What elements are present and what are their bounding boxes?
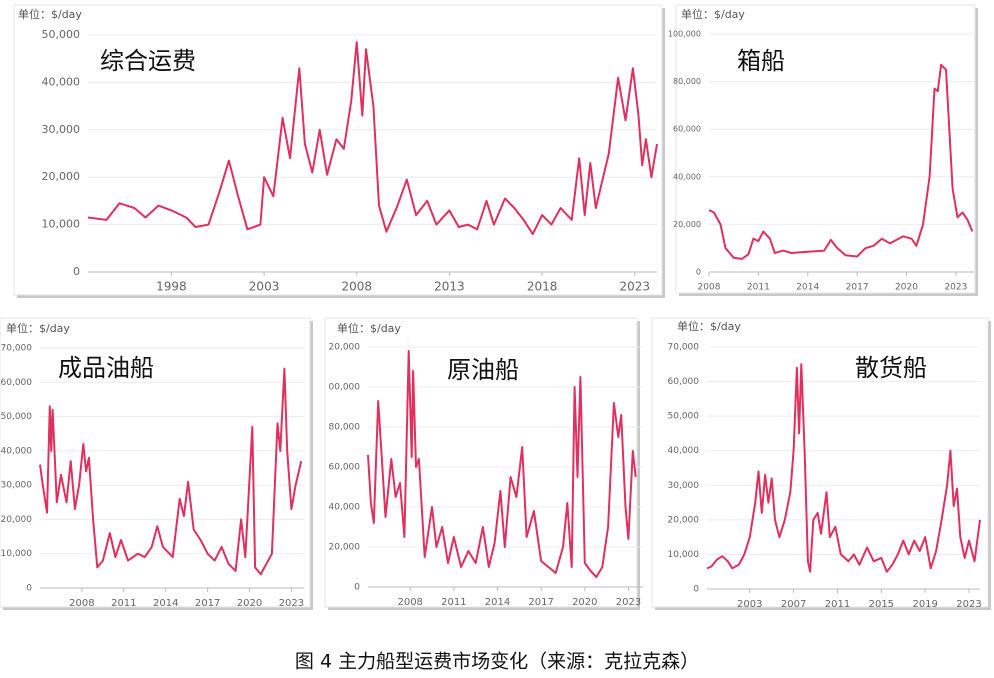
x-tick-label: 2017 (846, 283, 869, 293)
y-tick-label: 40,000 (673, 172, 701, 181)
y-tick-label: 60,000 (673, 125, 701, 134)
x-tick-label: 2003 (249, 280, 280, 294)
y-tick-label: 20,000 (329, 343, 361, 353)
x-tick-label: 2011 (441, 597, 466, 608)
y-tick-label: 60,000 (329, 463, 361, 473)
x-tick-label: 2007 (781, 599, 806, 610)
y-tick-label: 50,000 (1, 412, 33, 422)
chart-title: 散货船 (855, 354, 927, 382)
series-line (87, 41, 658, 236)
x-tick-label: 2023 (616, 597, 641, 608)
y-tick-label: 40,000 (1, 446, 33, 456)
x-tick-label: 2014 (153, 598, 178, 609)
chart-title: 原油船 (447, 356, 519, 384)
x-tick-label: 2018 (527, 280, 558, 294)
y-tick-label: 70,000 (668, 343, 700, 353)
y-tick-label: 10,000 (668, 550, 700, 560)
y-tick-label: 50,000 (668, 412, 700, 422)
x-tick-label: 2008 (341, 280, 372, 294)
x-tick-label: 2023 (619, 280, 650, 294)
y-tick-label: 70,000 (1, 344, 33, 354)
y-tick-label: 40,000 (42, 75, 81, 88)
chart-title: 综合运费 (100, 47, 196, 75)
y-tick-label: 30,000 (668, 481, 700, 491)
y-tick-label: 10,000 (42, 218, 81, 231)
y-tick-label: 40,000 (329, 503, 361, 513)
y-tick-label: 40,000 (668, 446, 700, 456)
series-line (367, 350, 637, 578)
x-tick-label: 2020 (237, 598, 262, 609)
y-tick-label: 30,000 (1, 481, 33, 491)
unit-label: 单位：$/day (337, 321, 401, 335)
x-tick-label: 2014 (485, 597, 510, 608)
x-tick-label: 2023 (956, 599, 981, 610)
x-tick-label: 2014 (796, 283, 819, 293)
series-line (708, 63, 974, 260)
x-tick-label: 2017 (528, 597, 553, 608)
x-tick-label: 2008 (698, 283, 721, 293)
x-tick-label: 2020 (895, 283, 918, 293)
y-tick-label: 0 (693, 585, 699, 595)
x-tick-label: 2023 (944, 283, 967, 293)
unit-label: 单位：$/day (6, 321, 70, 335)
x-tick-label: 2023 (279, 598, 304, 609)
chart-title: 成品油船 (58, 354, 154, 382)
y-tick-label: 00,000 (329, 383, 361, 393)
unit-label: 单位：$/day (677, 319, 741, 333)
y-tick-label: 0 (696, 268, 701, 277)
y-tick-label: 20,000 (329, 543, 361, 553)
y-tick-label: 0 (73, 265, 80, 278)
panel (13, 4, 663, 296)
x-tick-label: 2003 (737, 599, 762, 610)
y-tick-label: 20,000 (673, 220, 701, 229)
y-tick-label: 20,000 (1, 515, 33, 525)
unit-label: 单位：$/day (681, 7, 745, 21)
x-tick-label: 2008 (69, 598, 94, 609)
x-tick-label: 1998 (156, 280, 187, 294)
x-tick-label: 2011 (111, 598, 136, 609)
x-tick-label: 2019 (912, 599, 937, 610)
y-tick-label: 20,000 (42, 170, 81, 183)
x-tick-label: 2011 (747, 283, 770, 293)
series-line (706, 363, 981, 573)
chart-title: 箱船 (737, 47, 785, 75)
y-tick-label: 20,000 (668, 515, 700, 525)
x-tick-label: 2017 (195, 598, 220, 609)
x-tick-label: 2020 (572, 597, 597, 608)
y-tick-label: 0 (26, 584, 32, 594)
y-tick-label: 10,000 (1, 549, 33, 559)
unit-label: 单位：$/day (18, 7, 82, 21)
y-tick-label: 50,000 (42, 28, 81, 41)
y-tick-label: 80,000 (673, 77, 701, 86)
caption: 图 4 主力船型运费市场变化（来源：克拉克森） (295, 651, 699, 673)
x-tick-label: 2008 (397, 597, 422, 608)
panel (0, 317, 311, 608)
panel (651, 317, 989, 608)
y-tick-label: 80,000 (329, 423, 361, 433)
y-tick-label: 30,000 (42, 123, 81, 136)
y-tick-label: 60,000 (1, 378, 33, 388)
x-tick-label: 2011 (825, 599, 850, 610)
series-line (39, 367, 303, 576)
y-tick-label: 60,000 (668, 377, 700, 387)
y-tick-label: 0 (354, 583, 360, 593)
y-tick-label: 100,000 (668, 30, 701, 39)
x-tick-label: 2013 (434, 280, 465, 294)
x-tick-label: 2015 (869, 599, 894, 610)
